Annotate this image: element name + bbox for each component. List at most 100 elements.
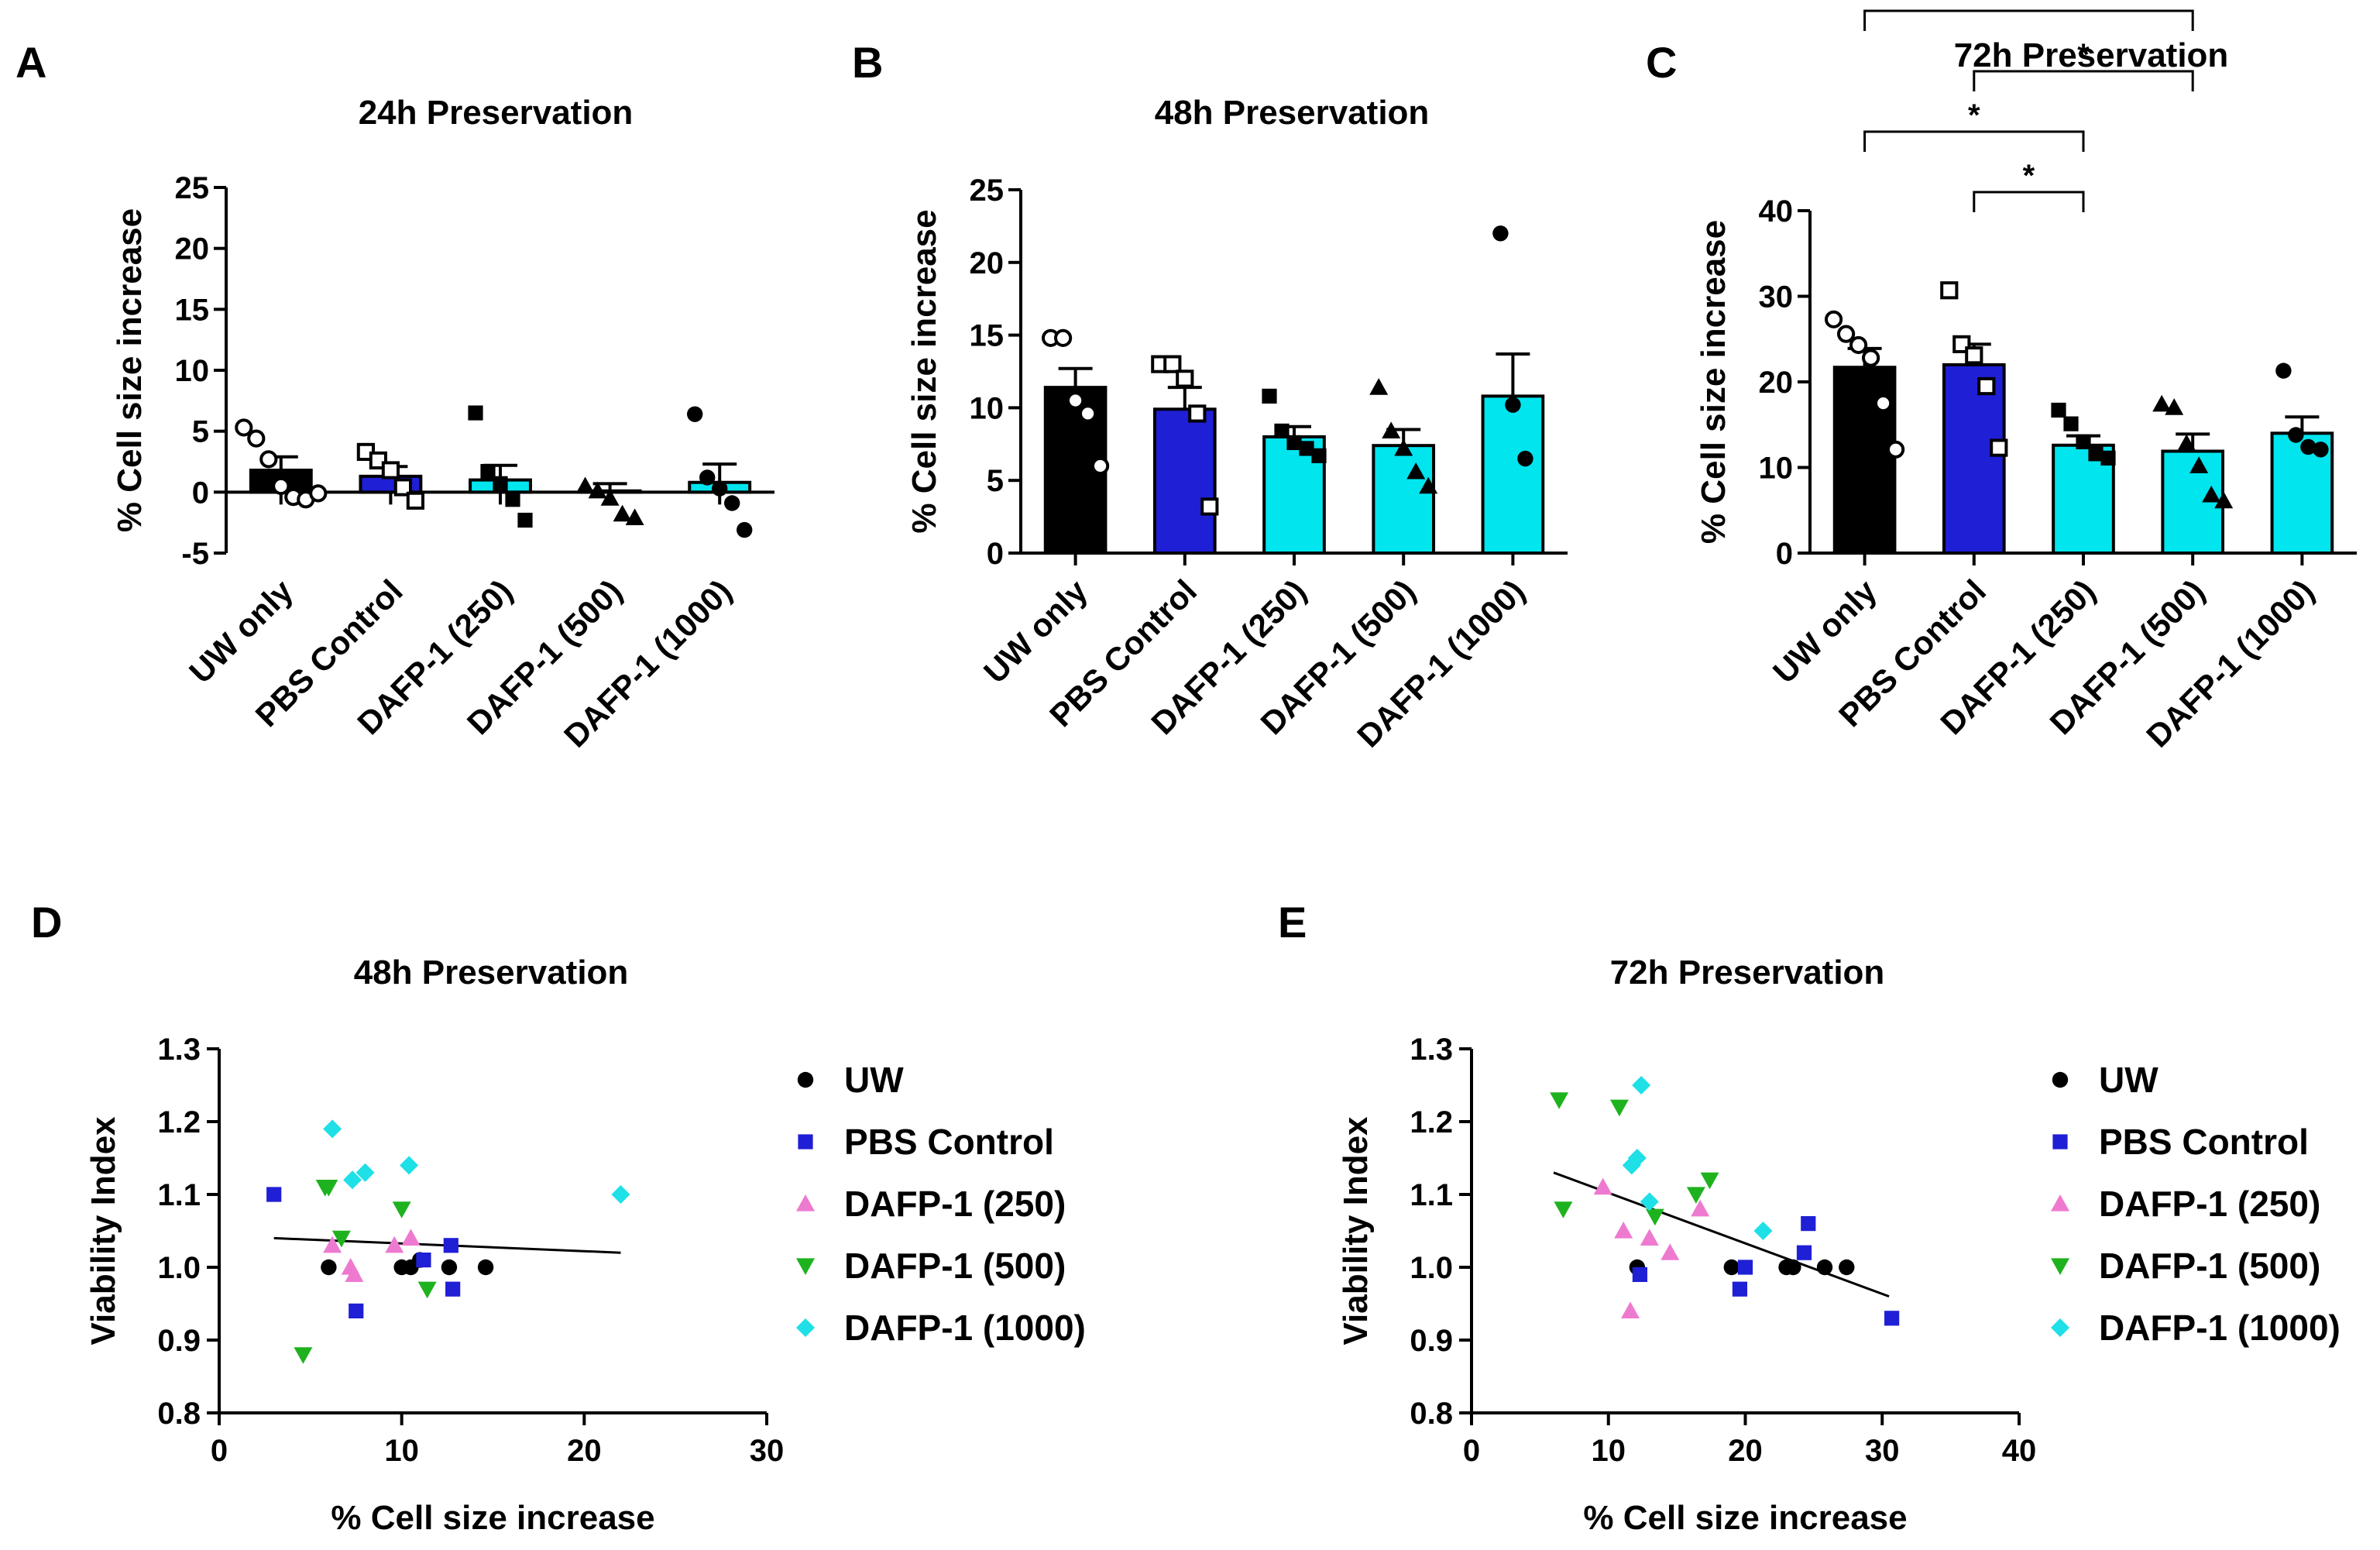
data-point	[2063, 416, 2079, 431]
y-tick-label: 5	[192, 415, 209, 449]
scatter-point	[1645, 1208, 1664, 1226]
legend-marker	[797, 1071, 814, 1088]
data-point	[517, 512, 533, 528]
panel-e-scatter-chart: 72h Preservation 0.8 0.9 1.0 1.1 1.2 1.3 0 10 20 3…	[1337, 954, 2341, 1537]
y-tick-label: 1.2	[157, 1105, 201, 1139]
data-point	[505, 492, 520, 507]
y-tick-label: 15	[970, 319, 1005, 353]
data-point	[1965, 346, 1983, 365]
data-point	[2214, 491, 2234, 509]
y-axis-label: % Cell size increase	[111, 208, 149, 532]
data-point	[1188, 404, 1207, 423]
scatter-point	[1627, 1149, 1647, 1167]
y-tick-label: 1.3	[157, 1033, 201, 1067]
y-tick-label: 20	[1759, 366, 1794, 400]
scatter-point	[1614, 1222, 1633, 1239]
panel-a-bar-chart: 24h Preservation -5 0 5 10 15 20 25 % Cell size …	[111, 94, 774, 754]
data-point	[2100, 450, 2116, 466]
scatter-point	[611, 1185, 630, 1204]
data-point	[247, 429, 266, 448]
y-tick-label: 1.2	[1410, 1105, 1453, 1139]
y-tick-label: 40	[1759, 194, 1794, 229]
y-tick-label: 0	[192, 476, 209, 510]
scatter-point	[441, 1259, 458, 1276]
data-point	[1977, 376, 1996, 396]
legend-marker	[2052, 1134, 2068, 1150]
significance-bracket	[1973, 70, 2194, 91]
y-tick-label: 30	[1759, 280, 1794, 314]
y-tick-label: 5	[987, 464, 1004, 498]
significance-star: *	[2023, 159, 2035, 193]
data-point	[1849, 335, 1868, 355]
chart-title: 72h Preservation	[1954, 36, 2229, 74]
scatter-point	[1609, 1099, 1629, 1117]
data-point	[1492, 225, 1509, 242]
legend-marker	[796, 1194, 815, 1211]
chart-title: 24h Preservation	[359, 94, 634, 132]
y-tick-label: 1.0	[1410, 1251, 1453, 1285]
data-point	[712, 480, 728, 497]
data-point	[2177, 434, 2196, 452]
x-tick-label: 0	[1463, 1434, 1480, 1468]
data-point	[1274, 423, 1290, 439]
data-point	[2202, 485, 2221, 503]
scatter-point	[1723, 1259, 1740, 1276]
data-point	[1874, 394, 1893, 413]
scatter-point	[1801, 1216, 1816, 1232]
legend-marker	[798, 1134, 813, 1150]
data-point	[1505, 397, 1521, 413]
data-point	[259, 450, 278, 469]
scatter-point	[445, 1281, 461, 1297]
legend-marker	[2051, 1318, 2069, 1337]
legend-marker	[2051, 1194, 2069, 1211]
scatter-point	[294, 1347, 313, 1364]
scatter-point	[401, 1229, 421, 1246]
x-tick-label: 30	[750, 1434, 785, 1468]
scatter-point	[1816, 1259, 1833, 1276]
data-point	[2300, 438, 2316, 455]
bar	[1152, 407, 1217, 555]
data-point	[2152, 394, 2172, 412]
legend-label: PBS Control	[844, 1122, 1054, 1162]
data-point	[1299, 441, 1314, 456]
y-tick-label: 25	[175, 171, 210, 205]
panel-letter-b: B	[852, 38, 883, 87]
scatter-point	[1700, 1172, 1719, 1190]
y-tick-label: -5	[181, 537, 209, 571]
panel-letter-a: A	[15, 38, 46, 87]
y-tick-label: 20	[970, 246, 1005, 280]
x-tick-label: 10	[1592, 1434, 1626, 1468]
data-point	[1825, 310, 1843, 328]
y-tick-label: 0	[1776, 537, 1793, 571]
data-point	[406, 491, 424, 510]
significance-bracket	[1973, 191, 2085, 212]
bar	[1942, 363, 2006, 555]
legend-marker	[796, 1318, 815, 1337]
legend-label: DAFP-1 (1000)	[2099, 1308, 2341, 1348]
scatter-point	[1621, 1301, 1640, 1318]
data-point	[1163, 355, 1182, 373]
data-point	[588, 481, 607, 499]
scatter-point	[1884, 1311, 1900, 1326]
scatter-point	[1839, 1259, 1855, 1276]
x-tick-label: 20	[567, 1434, 602, 1468]
bar	[1372, 444, 1436, 555]
data-point	[1311, 448, 1327, 463]
scatter-point	[343, 1170, 362, 1190]
data-point	[235, 418, 253, 437]
data-point	[480, 463, 496, 479]
legend-label: PBS Control	[2099, 1122, 2309, 1162]
scatter-point	[400, 1156, 419, 1175]
y-axis-label: % Cell size increase	[905, 209, 943, 533]
scatter-point	[323, 1236, 342, 1253]
scatter-point	[1732, 1281, 1748, 1297]
bar	[1481, 394, 1545, 555]
data-point	[1262, 388, 1277, 404]
scatter-point	[1737, 1260, 1753, 1275]
data-point	[1940, 281, 1959, 300]
scatter-point	[345, 1265, 364, 1282]
y-tick-label: 10	[1759, 452, 1794, 486]
data-point	[1200, 497, 1219, 516]
data-point	[1862, 349, 1880, 367]
y-tick-label: 0.8	[157, 1397, 201, 1431]
